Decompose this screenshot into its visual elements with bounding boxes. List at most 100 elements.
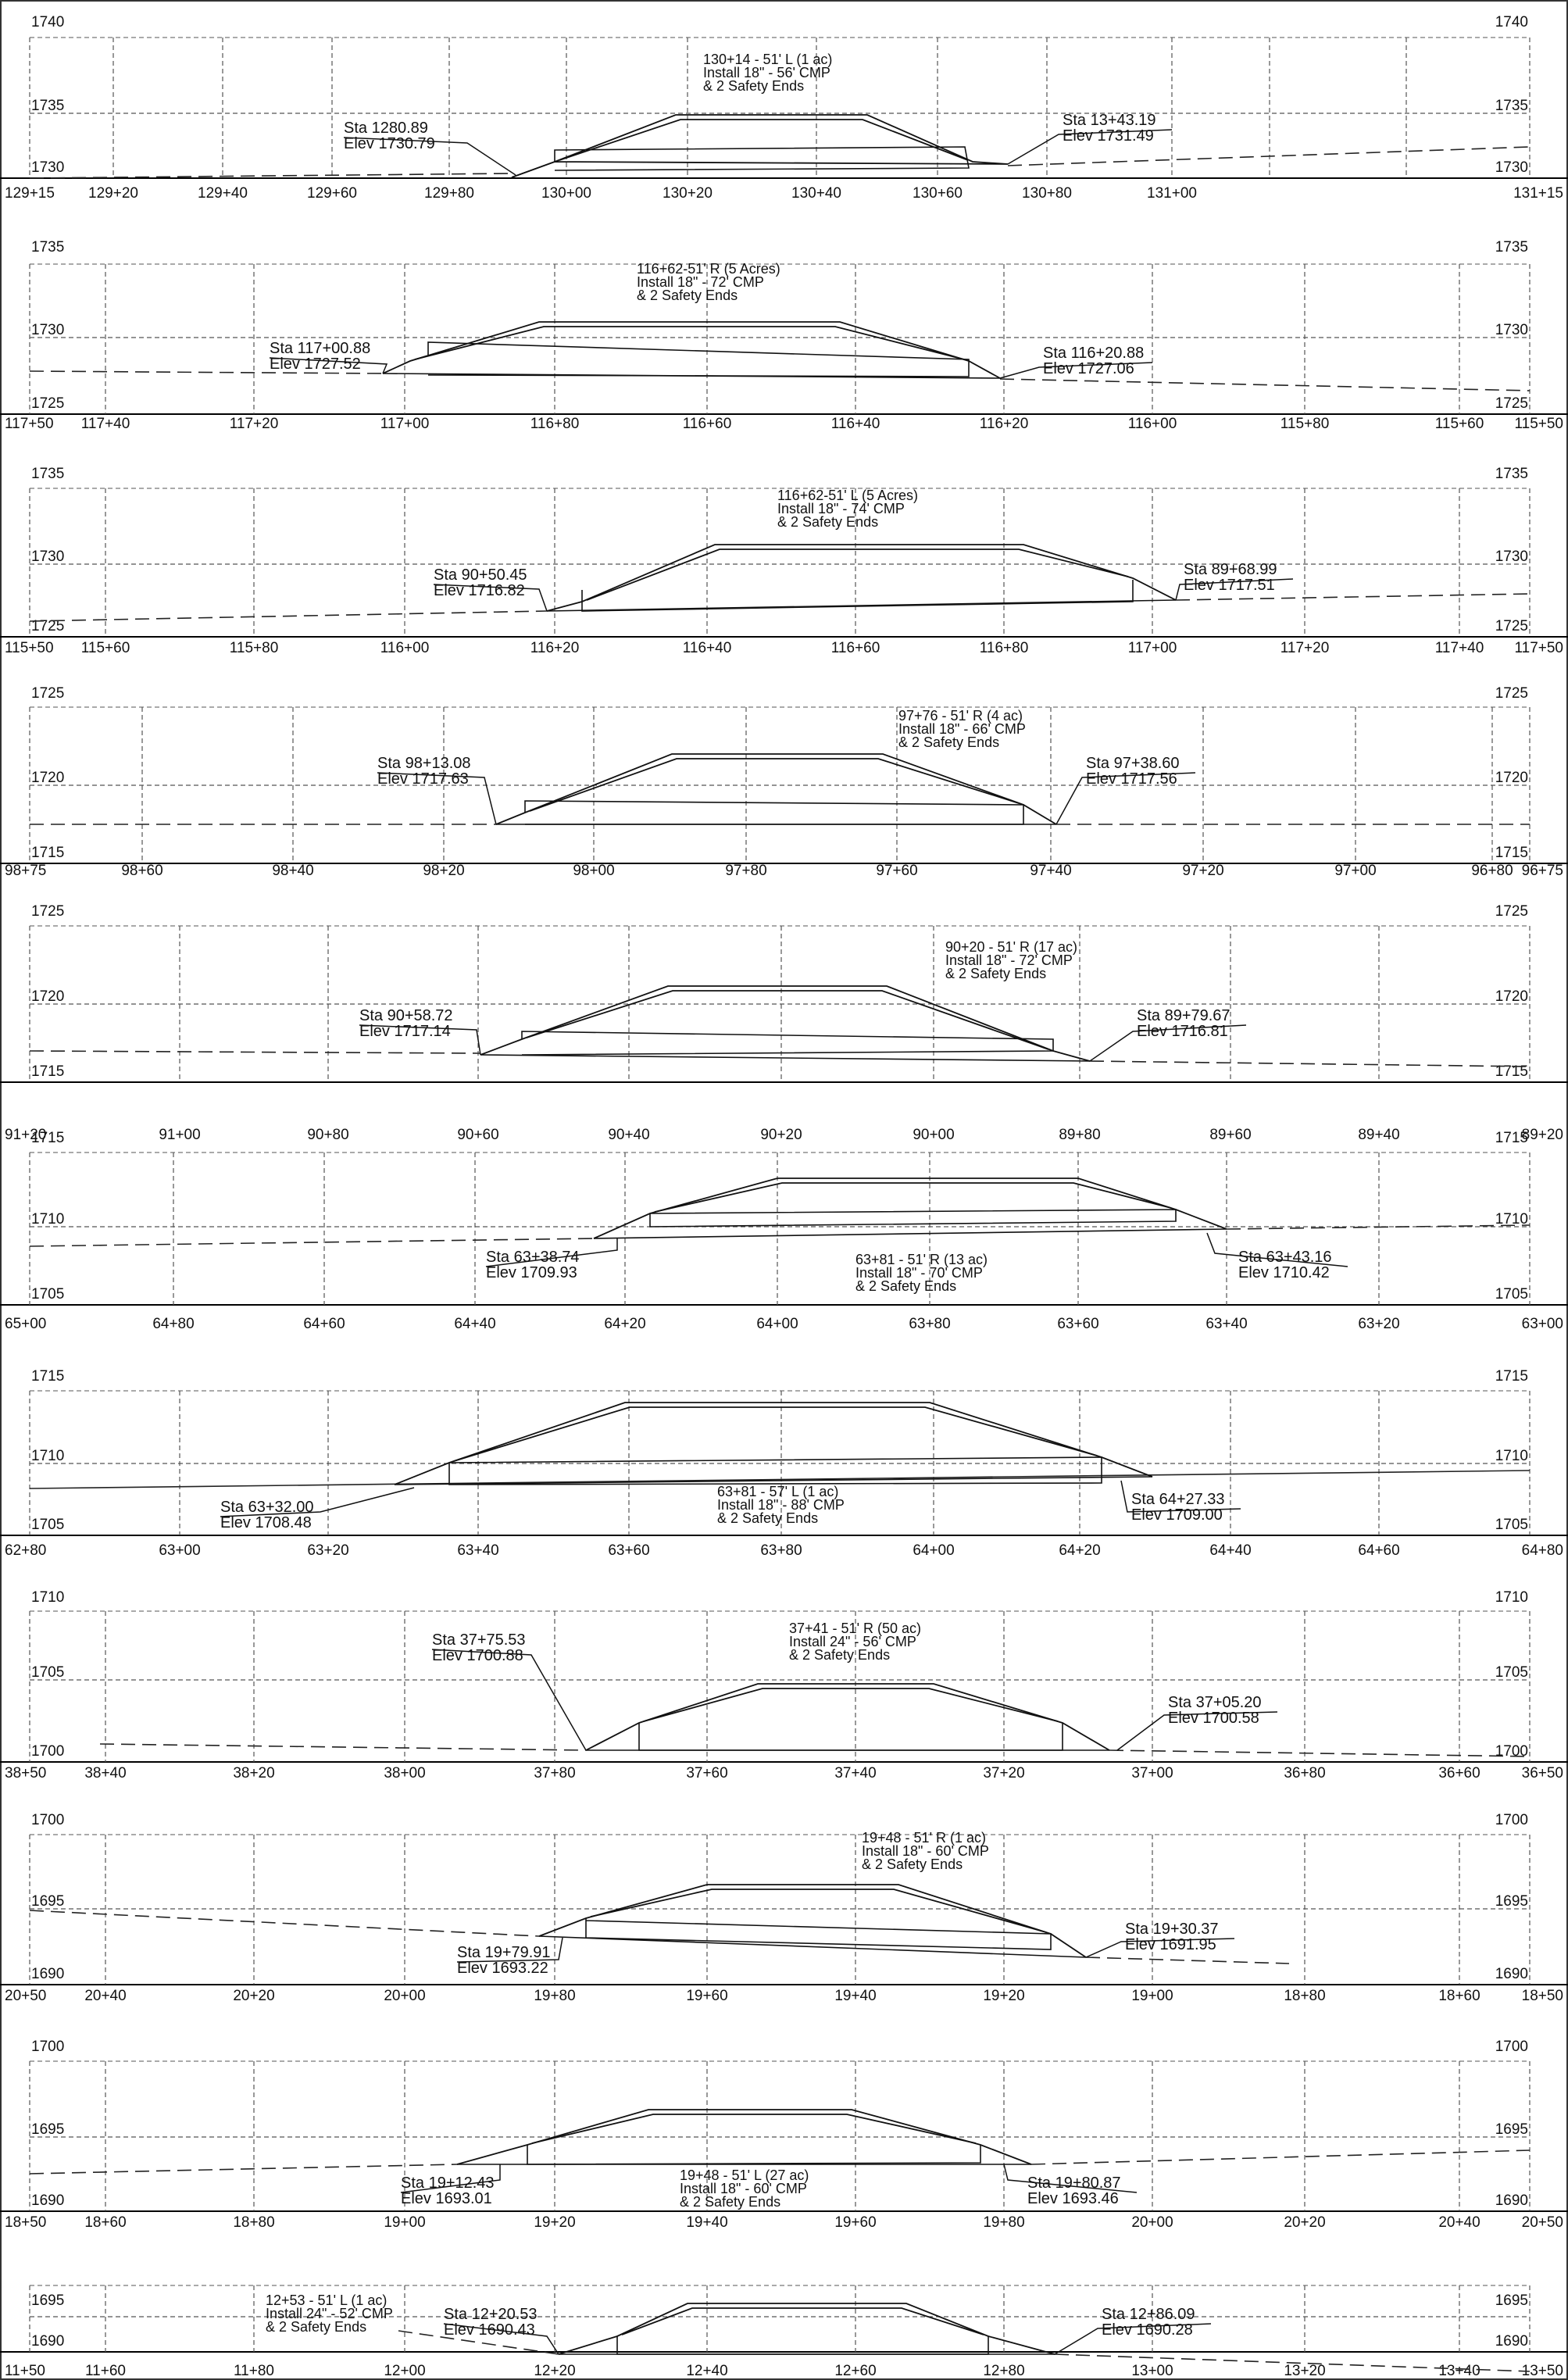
right-label-leader <box>1116 1711 1278 1751</box>
left-elevation-label: Elev 1717.63 <box>377 770 469 788</box>
elevation-label-right: 1705 <box>1495 1517 1528 1533</box>
station-label: 13+40 <box>1438 2363 1480 2379</box>
road-embankment-outline <box>480 985 1091 1062</box>
culvert-note-line: & 2 Safety Ends <box>717 1510 818 1526</box>
existing-ground-left <box>29 370 384 374</box>
elevation-label-left: 1705 <box>31 1286 64 1303</box>
left-elevation-label: Elev 1693.01 <box>401 2190 492 2207</box>
left-label-leader <box>220 1487 415 1517</box>
station-label: 129+20 <box>88 185 138 202</box>
profile-panel: 1735 1735 1730 1730 1725 1725 115+50 115+60 115+… <box>0 466 1568 656</box>
left-elevation-label: Elev 1693.22 <box>457 1960 548 1977</box>
culvert-note-line: Install 18" - 72' CMP <box>945 952 1073 968</box>
existing-ground-right <box>1175 593 1530 601</box>
culvert-note-line: 116+62-51' R (5 Acres) <box>637 261 780 277</box>
elevation-label-left: 1730 <box>31 159 64 176</box>
profile-panel: 1740 1740 1735 1735 1730 1730 129+15 129+20 129+… <box>0 14 1568 202</box>
left-station-label: Sta 117+00.88 <box>270 340 370 357</box>
elevation-label-left: 1710 <box>31 1448 64 1464</box>
left-label-leader <box>431 1649 587 1751</box>
right-station-label: Sta 19+80.87 <box>1027 2175 1121 2192</box>
road-shoulder-line <box>453 1406 1098 1462</box>
culvert-pipe <box>638 1723 1063 1751</box>
left-elevation-label: Elev 1716.82 <box>434 582 525 599</box>
station-label: 20+20 <box>1284 2214 1325 2231</box>
station-label: 90+00 <box>913 1127 954 1143</box>
station-label: 19+00 <box>384 2214 425 2231</box>
left-elevation-label: Elev 1708.48 <box>220 1514 312 1531</box>
station-label: 19+00 <box>1131 1988 1173 2004</box>
elevation-label-left: 1735 <box>31 98 64 114</box>
station-label: 98+75 <box>5 863 46 879</box>
station-label: 115+80 <box>230 640 279 656</box>
road-shoulder-line <box>654 1182 1172 1213</box>
station-label: 20+00 <box>1131 2214 1173 2231</box>
road-embankment-outline <box>585 1683 1110 1751</box>
elevation-label-left: 1715 <box>31 845 64 861</box>
elevation-label-right: 1720 <box>1495 770 1528 786</box>
station-label: 98+20 <box>423 863 464 879</box>
elevation-label-right: 1710 <box>1495 1211 1528 1228</box>
road-shoulder-line <box>590 1889 1047 1933</box>
station-label: 13+50 <box>1522 2363 1563 2379</box>
station-label: 64+40 <box>1209 1542 1251 1559</box>
elevation-label-left: 1730 <box>31 322 64 338</box>
left-label-leader <box>443 2323 559 2355</box>
elevation-label-right: 1735 <box>1495 98 1528 114</box>
station-label: 18+60 <box>84 2214 126 2231</box>
existing-ground-right <box>1085 1957 1290 1964</box>
station-label: 37+40 <box>834 1765 876 1781</box>
station-label: 13+20 <box>1284 2363 1325 2379</box>
left-label-leader <box>456 1937 563 1963</box>
station-label: 37+60 <box>686 1765 727 1781</box>
elevation-label-right: 1700 <box>1495 1743 1528 1760</box>
station-label: 130+60 <box>913 185 963 202</box>
station-label: 117+40 <box>1435 640 1484 656</box>
right-station-label: Sta 13+43.19 <box>1063 112 1156 129</box>
culvert-invert-line <box>394 1476 1153 1485</box>
existing-ground-right <box>1109 1749 1530 1757</box>
right-elevation-label: Elev 1727.06 <box>1043 360 1134 377</box>
road-embankment-outline <box>382 321 1001 379</box>
right-station-label: Sta 116+20.88 <box>1043 345 1144 362</box>
road-shoulder-line <box>643 1688 1059 1722</box>
culvert-note-line: & 2 Safety Ends <box>898 734 999 750</box>
left-station-label: Sta 98+13.08 <box>377 755 471 772</box>
elevation-label-left: 1715 <box>31 1130 64 1146</box>
station-label: 89+80 <box>1059 1127 1100 1143</box>
right-label-leader <box>1089 1024 1247 1062</box>
right-elevation-label: Elev 1709.00 <box>1131 1506 1223 1524</box>
station-label: 20+50 <box>5 1988 46 2004</box>
elevation-label-left: 1695 <box>31 2121 64 2138</box>
station-label: 98+00 <box>573 863 614 879</box>
station-label: 91+00 <box>159 1127 200 1143</box>
station-label: 13+00 <box>1131 2363 1173 2379</box>
right-station-label: Sta 37+05.20 <box>1168 1694 1262 1711</box>
station-label: 20+50 <box>1522 2214 1563 2231</box>
station-label: 98+60 <box>121 863 163 879</box>
station-label: 116+60 <box>831 640 880 656</box>
station-label: 64+80 <box>1522 1542 1563 1559</box>
station-label: 38+50 <box>5 1765 46 1781</box>
station-label: 63+80 <box>909 1316 950 1332</box>
culvert-invert-line <box>538 1935 1087 1958</box>
station-label: 63+00 <box>159 1542 200 1559</box>
left-label-leader <box>400 2164 501 2193</box>
left-station-label: Sta 63+38.74 <box>486 1249 580 1266</box>
station-label: 97+00 <box>1334 863 1376 879</box>
right-elevation-label: Elev 1710.42 <box>1238 1264 1330 1281</box>
culvert-note-line: & 2 Safety Ends <box>703 78 804 94</box>
road-shoulder-line <box>586 549 1129 601</box>
station-label: 20+40 <box>84 1988 126 2004</box>
left-station-label: Sta 63+32.00 <box>220 1499 314 1516</box>
existing-ground-left <box>29 1050 481 1054</box>
station-label: 11+80 <box>234 2363 274 2379</box>
station-label: 116+60 <box>683 416 732 432</box>
existing-ground-left <box>99 1743 587 1751</box>
culvert-pipe <box>585 1918 1052 1950</box>
culvert-invert-line <box>546 599 1177 612</box>
elevation-label-left: 1700 <box>31 1743 64 1760</box>
station-label: 129+60 <box>307 185 357 202</box>
culvert-note-line: & 2 Safety Ends <box>855 1278 956 1294</box>
